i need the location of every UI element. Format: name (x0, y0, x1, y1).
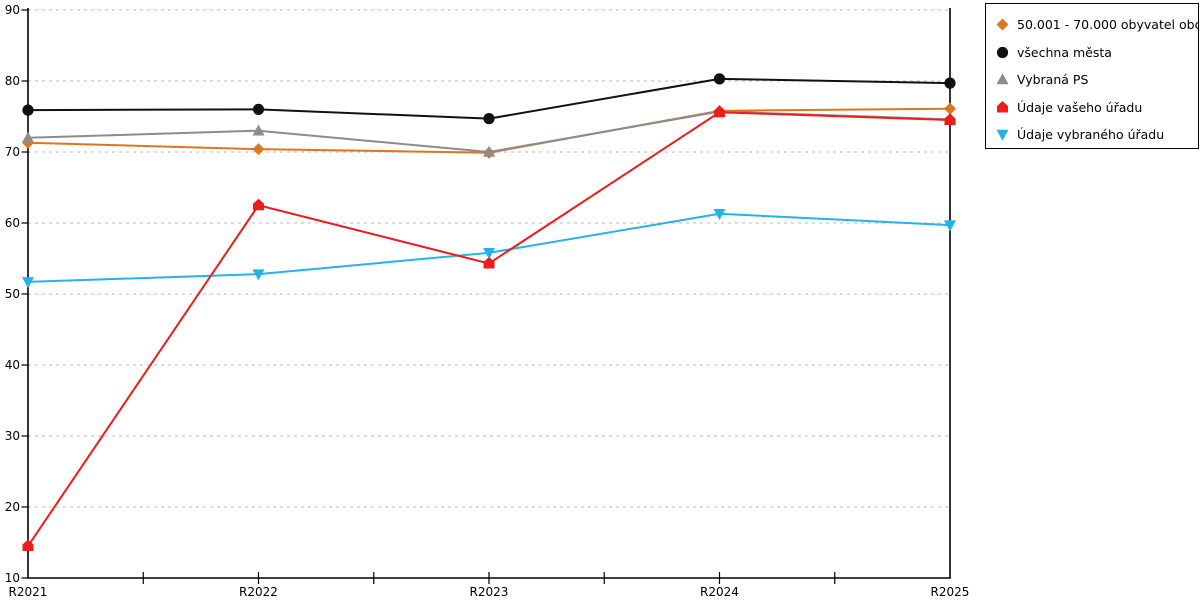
legend-item-udaje-vybraneho-uradu: Údaje vybraného úřadu (986, 121, 1198, 148)
data-point-vsechna-mesta-R2021 (22, 104, 34, 116)
data-point-band-50001-70000-R2025 (944, 102, 956, 115)
legend-item-udaje-vaseho-uradu: Údaje vašeho úřadu (986, 94, 1198, 122)
data-point-udaje-vybraneho-uradu-R2024 (713, 208, 726, 220)
legend-marker-vsechna-mesta (996, 46, 1009, 58)
y-tick-label: 30 (5, 429, 20, 443)
data-point-udaje-vybraneho-uradu-R2023 (483, 248, 495, 260)
y-tick-label: 90 (5, 3, 20, 17)
data-point-vybrana-ps-R2023 (483, 145, 495, 157)
x-tick-label-R2022: R2022 (239, 585, 278, 599)
pentagon-up-legend-icon (997, 100, 1008, 113)
y-tick-label: 60 (5, 216, 20, 230)
data-point-vsechna-mesta-R2022 (252, 103, 265, 115)
x-tick-label-R2021: R2021 (9, 585, 48, 599)
legend-marker-vybrana-ps (996, 73, 1009, 85)
data-point-udaje-vaseho-uradu-R2024 (714, 105, 725, 118)
legend-label: Údaje vašeho úřadu (1017, 99, 1143, 115)
data-point-udaje-vybraneho-uradu-R2022 (252, 269, 265, 281)
legend-item-vybrana-ps: Vybraná PS (986, 66, 1198, 94)
x-tick-label-R2023: R2023 (470, 585, 509, 599)
series-line-vsechna-mesta (27, 77, 951, 120)
data-point-udaje-vaseho-uradu-R2025 (944, 113, 956, 126)
legend-label: Vybraná PS (1017, 72, 1089, 88)
triangle-down-legend-icon (996, 129, 1009, 141)
series-line-udaje-vybraneho-uradu (27, 212, 951, 283)
y-tick-label: 80 (5, 74, 20, 88)
data-point-vsechna-mesta-R2024 (713, 73, 726, 85)
y-tick-label: 10 (5, 571, 20, 585)
series-vsechna-mesta (22, 73, 956, 125)
series-udaje-vaseho-uradu (22, 105, 956, 552)
legend-label: Údaje vybraného úřadu (1017, 127, 1165, 143)
x-tick-label-R2025: R2025 (931, 585, 970, 599)
legend: 50.001 - 70.000 obyvatel obc... všechna m… (985, 3, 1199, 149)
legend-marker-udaje-vaseho-uradu (997, 100, 1008, 113)
x-tick-label-R2024: R2024 (700, 585, 739, 599)
data-point-udaje-vybraneho-uradu-R2021 (22, 277, 34, 289)
data-point-vsechna-mesta-R2023 (483, 113, 495, 125)
data-point-vybrana-ps-R2021 (22, 131, 34, 143)
data-point-band-50001-70000-R2022 (252, 143, 265, 156)
legend-item-band-50001-70000: 50.001 - 70.000 obyvatel obc... (986, 11, 1198, 39)
legend-label: 50.001 - 70.000 obyvatel obc... (1017, 17, 1199, 33)
series-line-udaje-vaseho-uradu (27, 111, 951, 548)
circle-legend-icon (996, 46, 1009, 58)
data-point-vybrana-ps-R2022 (252, 124, 265, 136)
legend-item-vsechna-mesta: všechna města (986, 39, 1198, 67)
legend-marker-udaje-vybraneho-uradu (996, 129, 1009, 141)
data-point-udaje-vybraneho-uradu-R2025 (944, 220, 956, 232)
data-point-udaje-vaseho-uradu-R2023 (483, 256, 495, 269)
y-tick-label: 70 (5, 145, 20, 159)
data-point-vsechna-mesta-R2025 (944, 77, 956, 89)
y-tick-label: 20 (5, 500, 20, 514)
legend-marker-band-50001-70000 (996, 18, 1009, 31)
y-tick-label: 50 (5, 287, 20, 301)
diamond-legend-icon (996, 18, 1009, 31)
triangle-up-legend-icon (996, 73, 1009, 85)
series-udaje-vybraneho-uradu (22, 208, 956, 289)
data-point-udaje-vaseho-uradu-R2021 (22, 539, 34, 552)
legend-label: všechna města (1017, 44, 1112, 60)
y-tick-label: 40 (5, 358, 20, 372)
data-point-udaje-vaseho-uradu-R2022 (253, 198, 264, 211)
